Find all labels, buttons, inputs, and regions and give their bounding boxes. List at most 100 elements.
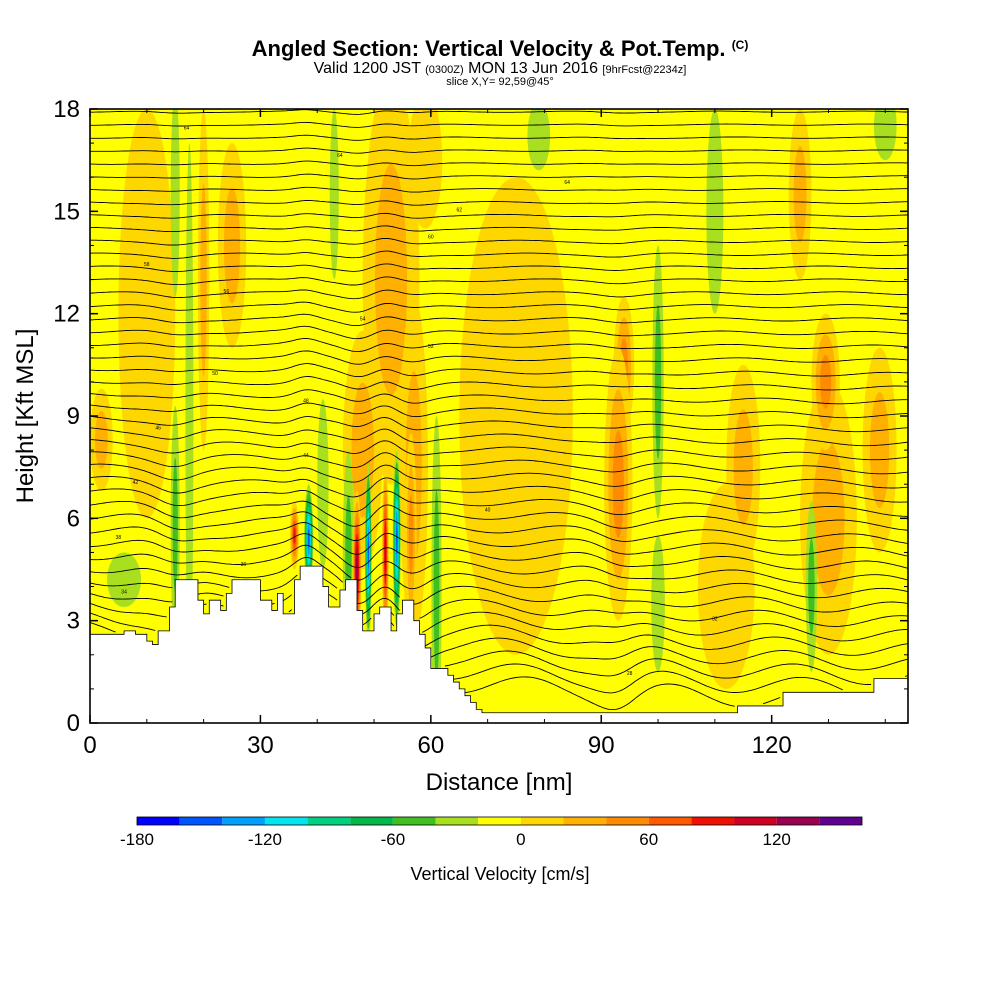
isentrope [90,427,908,447]
colorbar-tick-label: -60 [381,830,406,849]
velocity-level [706,109,724,314]
colorbar-swatch [734,817,777,825]
y-tick-label: 15 [53,198,80,225]
valid-date: MON 13 Jun 2016 [468,60,598,77]
velocity-level [200,183,207,376]
y-tick-label: 0 [67,710,80,737]
contour-label: 42 [133,480,139,486]
isentrope [90,622,908,671]
isentrope [90,325,908,340]
contour-label: 38 [116,535,122,541]
isentrope [90,533,908,570]
y-tick-label: 18 [53,96,80,123]
contour-label: 34 [121,589,127,595]
valid-prefix: Valid 1200 JST [313,60,421,77]
isentrope [90,488,908,517]
velocity-cell [726,364,761,570]
x-tick-label: 120 [752,732,792,759]
contour-label: 52 [428,344,434,350]
colorbar-swatch [137,817,180,825]
velocity-cell [329,109,339,280]
y-tick-label: 6 [67,505,80,532]
colorbar-tick-label: -120 [248,830,282,849]
isentrope [90,500,908,531]
velocity-cell [706,109,724,314]
colorbar-swatch [264,817,308,825]
isentrope [90,200,908,206]
contour-label: 46 [155,426,161,432]
contour-label: 60 [428,235,434,241]
isentrope [90,439,908,461]
velocity-level [612,430,624,538]
colorbar-swatch [819,817,862,825]
velocity-level [356,555,358,584]
contour-label: 32 [712,617,718,623]
isentrope [90,173,908,180]
velocity-level [873,109,897,161]
isentrope [90,511,908,545]
isentrope [90,147,908,154]
velocity-level [172,457,178,593]
colorbar: -180 -120 -60 0 60 120 [120,816,863,849]
isentrope [90,263,908,273]
chart-subtitle: Valid 1200 JST (0300Z) MON 13 Jun 2016 [… [0,60,1000,78]
isentrope [90,602,908,642]
isentrope [90,289,908,300]
colorbar-swatch [222,817,265,825]
velocity-cell [392,450,401,628]
velocity-level [107,552,142,608]
x-tick-label: 30 [247,732,274,759]
isentrope [90,476,908,503]
isentrope [90,237,908,246]
isentrope [90,250,908,259]
velocity-cell [217,143,247,348]
slice-info: slice X,Y= 92,59@45° [446,76,554,88]
y-tick-label: 3 [67,608,80,635]
contour-label: 50 [212,371,218,377]
isentrope [90,225,908,233]
velocity-level [396,523,398,555]
isentrope [90,389,908,405]
colorbar-swatch [478,817,521,825]
velocity-level [329,109,339,280]
colorbar-swatch [691,817,735,825]
velocity-cell [381,463,389,642]
colorbar-tick-label: 0 [516,830,525,849]
isentrope [90,451,908,475]
velocity-cell [197,109,210,451]
isentrope [90,376,908,391]
chart-title-main: Angled Section: Vertical Velocity & Pot.… [251,36,726,61]
velocity-cell [185,143,194,689]
isentrope [90,402,908,419]
y-axis-title: Height [Kft MSL] [12,329,39,504]
velocity-cell [90,388,113,492]
velocity-cell [873,109,897,161]
velocity-level [408,495,414,576]
isentrope [90,186,908,193]
isentrope [90,121,908,128]
isentrope [90,522,908,557]
contour-label: 56 [224,289,230,295]
velocity-field [90,109,897,723]
contour-label: 40 [485,508,491,514]
colorbar-swatch [606,817,649,825]
contour-label: 44 [303,453,309,459]
colorbar-swatch [179,817,223,825]
velocity-level [375,163,408,396]
contour-labels: 6464646260585654525048464442403836343230… [116,125,718,677]
colorbar-swatch [392,817,436,825]
valid-utc: (0300Z) [425,64,464,76]
velocity-level [94,410,108,469]
velocity-level [384,534,387,571]
isentrope [90,463,908,489]
velocity-cell [459,177,573,655]
velocity-cell [405,433,417,638]
velocity-level [654,304,662,460]
velocity-level [812,441,845,596]
velocity-level [793,146,807,243]
chart-title: Angled Section: Vertical Velocity & Pot.… [0,36,1000,62]
colorbar-swatch [520,817,564,825]
x-tick-label: 0 [83,732,96,759]
isentrope [90,544,908,584]
